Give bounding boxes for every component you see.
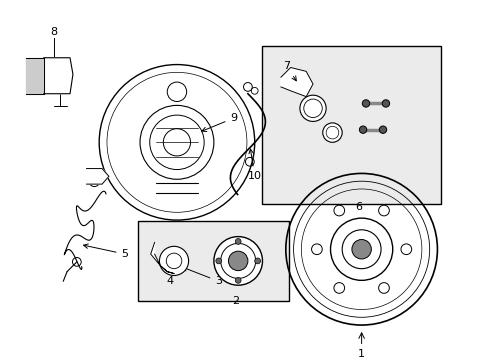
- Circle shape: [213, 237, 262, 285]
- Circle shape: [359, 126, 366, 134]
- Circle shape: [228, 251, 247, 271]
- Bar: [261, 46, 441, 203]
- Polygon shape: [44, 58, 73, 94]
- Text: 4: 4: [166, 265, 173, 286]
- Circle shape: [235, 239, 241, 244]
- Text: 10: 10: [247, 149, 261, 181]
- Circle shape: [362, 100, 369, 107]
- Circle shape: [351, 239, 370, 259]
- Polygon shape: [281, 67, 312, 96]
- Circle shape: [299, 95, 325, 121]
- Circle shape: [379, 126, 386, 134]
- Polygon shape: [26, 58, 44, 94]
- Circle shape: [235, 278, 241, 283]
- Text: 6: 6: [354, 202, 362, 212]
- Text: 3: 3: [182, 267, 222, 286]
- Circle shape: [159, 246, 188, 275]
- Text: 1: 1: [357, 349, 365, 359]
- Text: 8: 8: [50, 27, 57, 37]
- Circle shape: [322, 123, 342, 142]
- Circle shape: [382, 100, 389, 107]
- Text: 9: 9: [202, 113, 237, 131]
- Circle shape: [254, 258, 260, 264]
- Text: 7: 7: [283, 61, 296, 81]
- Circle shape: [215, 258, 221, 264]
- Bar: [138, 221, 288, 301]
- Text: 5: 5: [83, 244, 128, 259]
- Text: 2: 2: [231, 296, 238, 306]
- Polygon shape: [86, 168, 109, 184]
- Polygon shape: [150, 242, 174, 274]
